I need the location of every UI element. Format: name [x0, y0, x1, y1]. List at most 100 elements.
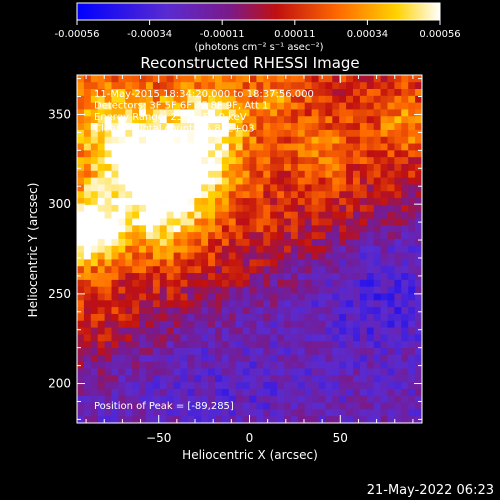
heatmap-cell: [208, 306, 216, 314]
heatmap-cell: [387, 388, 395, 396]
heatmap-cell: [346, 374, 354, 383]
heatmap-cell: [297, 190, 306, 199]
heatmap-cell: [270, 245, 278, 253]
heatmap-cell: [318, 136, 326, 144]
heatmap-cell: [297, 108, 306, 117]
heatmap-cell: [297, 170, 306, 178]
heatmap-cell: [256, 75, 264, 83]
heatmap-cell: [408, 340, 416, 349]
heatmap-cell: [311, 183, 320, 192]
heatmap-cell: [132, 224, 140, 233]
heatmap-cell: [401, 415, 409, 423]
heatmap-cell: [83, 238, 92, 246]
heatmap-cell: [332, 81, 340, 89]
heatmap-cell: [394, 279, 402, 287]
heatmap-cell: [401, 197, 409, 205]
heatmap-cell: [235, 251, 244, 260]
heatmap-cell: [311, 95, 320, 103]
heatmap-cell: [339, 279, 347, 287]
heatmap-cell: [394, 136, 402, 144]
heatmap-cell: [277, 183, 285, 192]
heatmap-cell: [304, 306, 313, 314]
heatmap-cell: [339, 183, 347, 192]
heatmap-cell: [104, 88, 113, 96]
heatmap-cell: [180, 354, 188, 362]
heatmap-cell: [208, 156, 216, 164]
heatmap-cell: [422, 204, 430, 211]
heatmap-cell: [297, 279, 306, 287]
heatmap-cell: [125, 320, 133, 328]
heatmap-cell: [346, 415, 354, 423]
heatmap-cell: [201, 251, 209, 260]
heatmap-cell: [132, 142, 140, 151]
heatmap-cell: [111, 320, 119, 328]
heatmap-cell: [415, 333, 422, 342]
heatmap-cell: [373, 177, 382, 185]
heatmap-cell: [408, 122, 416, 130]
heatmap-cell: [256, 367, 264, 376]
heatmap-cell: [152, 388, 161, 396]
heatmap-cell: [187, 245, 195, 253]
heatmap-cell: [318, 204, 326, 212]
heatmap-cell: [221, 381, 230, 389]
heatmap-cell: [297, 361, 306, 369]
heatmap-cell: [422, 102, 430, 109]
heatmap-cell: [77, 251, 85, 260]
heatmap-cell: [173, 129, 182, 137]
heatmap-cell: [242, 415, 251, 423]
heatmap-cell: [401, 136, 409, 144]
heatmap-cell: [332, 75, 340, 83]
heatmap-cell: [146, 217, 154, 226]
heatmap-cell: [146, 163, 154, 171]
heatmap-cell: [270, 156, 278, 164]
heatmap-cell: [290, 361, 299, 369]
heatmap-cell: [408, 374, 416, 383]
heatmap-cell: [284, 122, 292, 130]
heatmap-cell: [235, 320, 244, 328]
heatmap-cell: [139, 326, 147, 335]
heatmap-cell: [132, 340, 140, 349]
heatmap-cell: [180, 149, 188, 158]
heatmap-cell: [215, 238, 223, 246]
heatmap-cell: [380, 245, 389, 253]
heatmap-cell: [387, 163, 395, 171]
heatmap-cell: [263, 238, 271, 246]
heatmap-cell: [166, 142, 175, 151]
heatmap-cell: [180, 374, 188, 383]
heatmap-cell: [201, 306, 209, 314]
heatmap-cell: [339, 292, 347, 301]
heatmap-cell: [387, 177, 395, 185]
heatmap-cell: [249, 81, 257, 89]
heatmap-cell: [118, 183, 126, 192]
heatmap-cell: [77, 401, 85, 410]
heatmap-cell: [159, 245, 168, 253]
heatmap-cell: [146, 238, 154, 246]
heatmap-cell: [221, 265, 230, 274]
heatmap-cell: [242, 279, 251, 287]
heatmap-cell: [401, 279, 409, 287]
heatmap-cell: [159, 265, 168, 274]
heatmap-cell: [152, 224, 161, 233]
heatmap-cell: [166, 190, 175, 199]
heatmap-cell: [97, 170, 106, 178]
heatmap-cell: [311, 163, 320, 171]
heatmap-cell: [270, 279, 278, 287]
heatmap-cell: [277, 95, 285, 103]
heatmap-cell: [152, 75, 161, 83]
heatmap-cell: [201, 395, 209, 403]
heatmap-cell: [380, 299, 389, 308]
heatmap-cell: [118, 224, 126, 233]
heatmap-cell: [111, 381, 119, 389]
heatmap-cell: [111, 95, 119, 103]
heatmap-cell: [339, 299, 347, 308]
heatmap-cell: [152, 401, 161, 410]
heatmap-cell: [146, 381, 154, 389]
heatmap-cell: [159, 408, 168, 417]
heatmap-cell: [90, 299, 99, 308]
heatmap-cell: [394, 204, 402, 212]
heatmap-cell: [249, 231, 257, 239]
heatmap-cell: [263, 190, 271, 199]
heatmap-cell: [97, 251, 106, 260]
heatmap-cell: [263, 115, 271, 124]
heatmap-cell: [270, 122, 278, 130]
